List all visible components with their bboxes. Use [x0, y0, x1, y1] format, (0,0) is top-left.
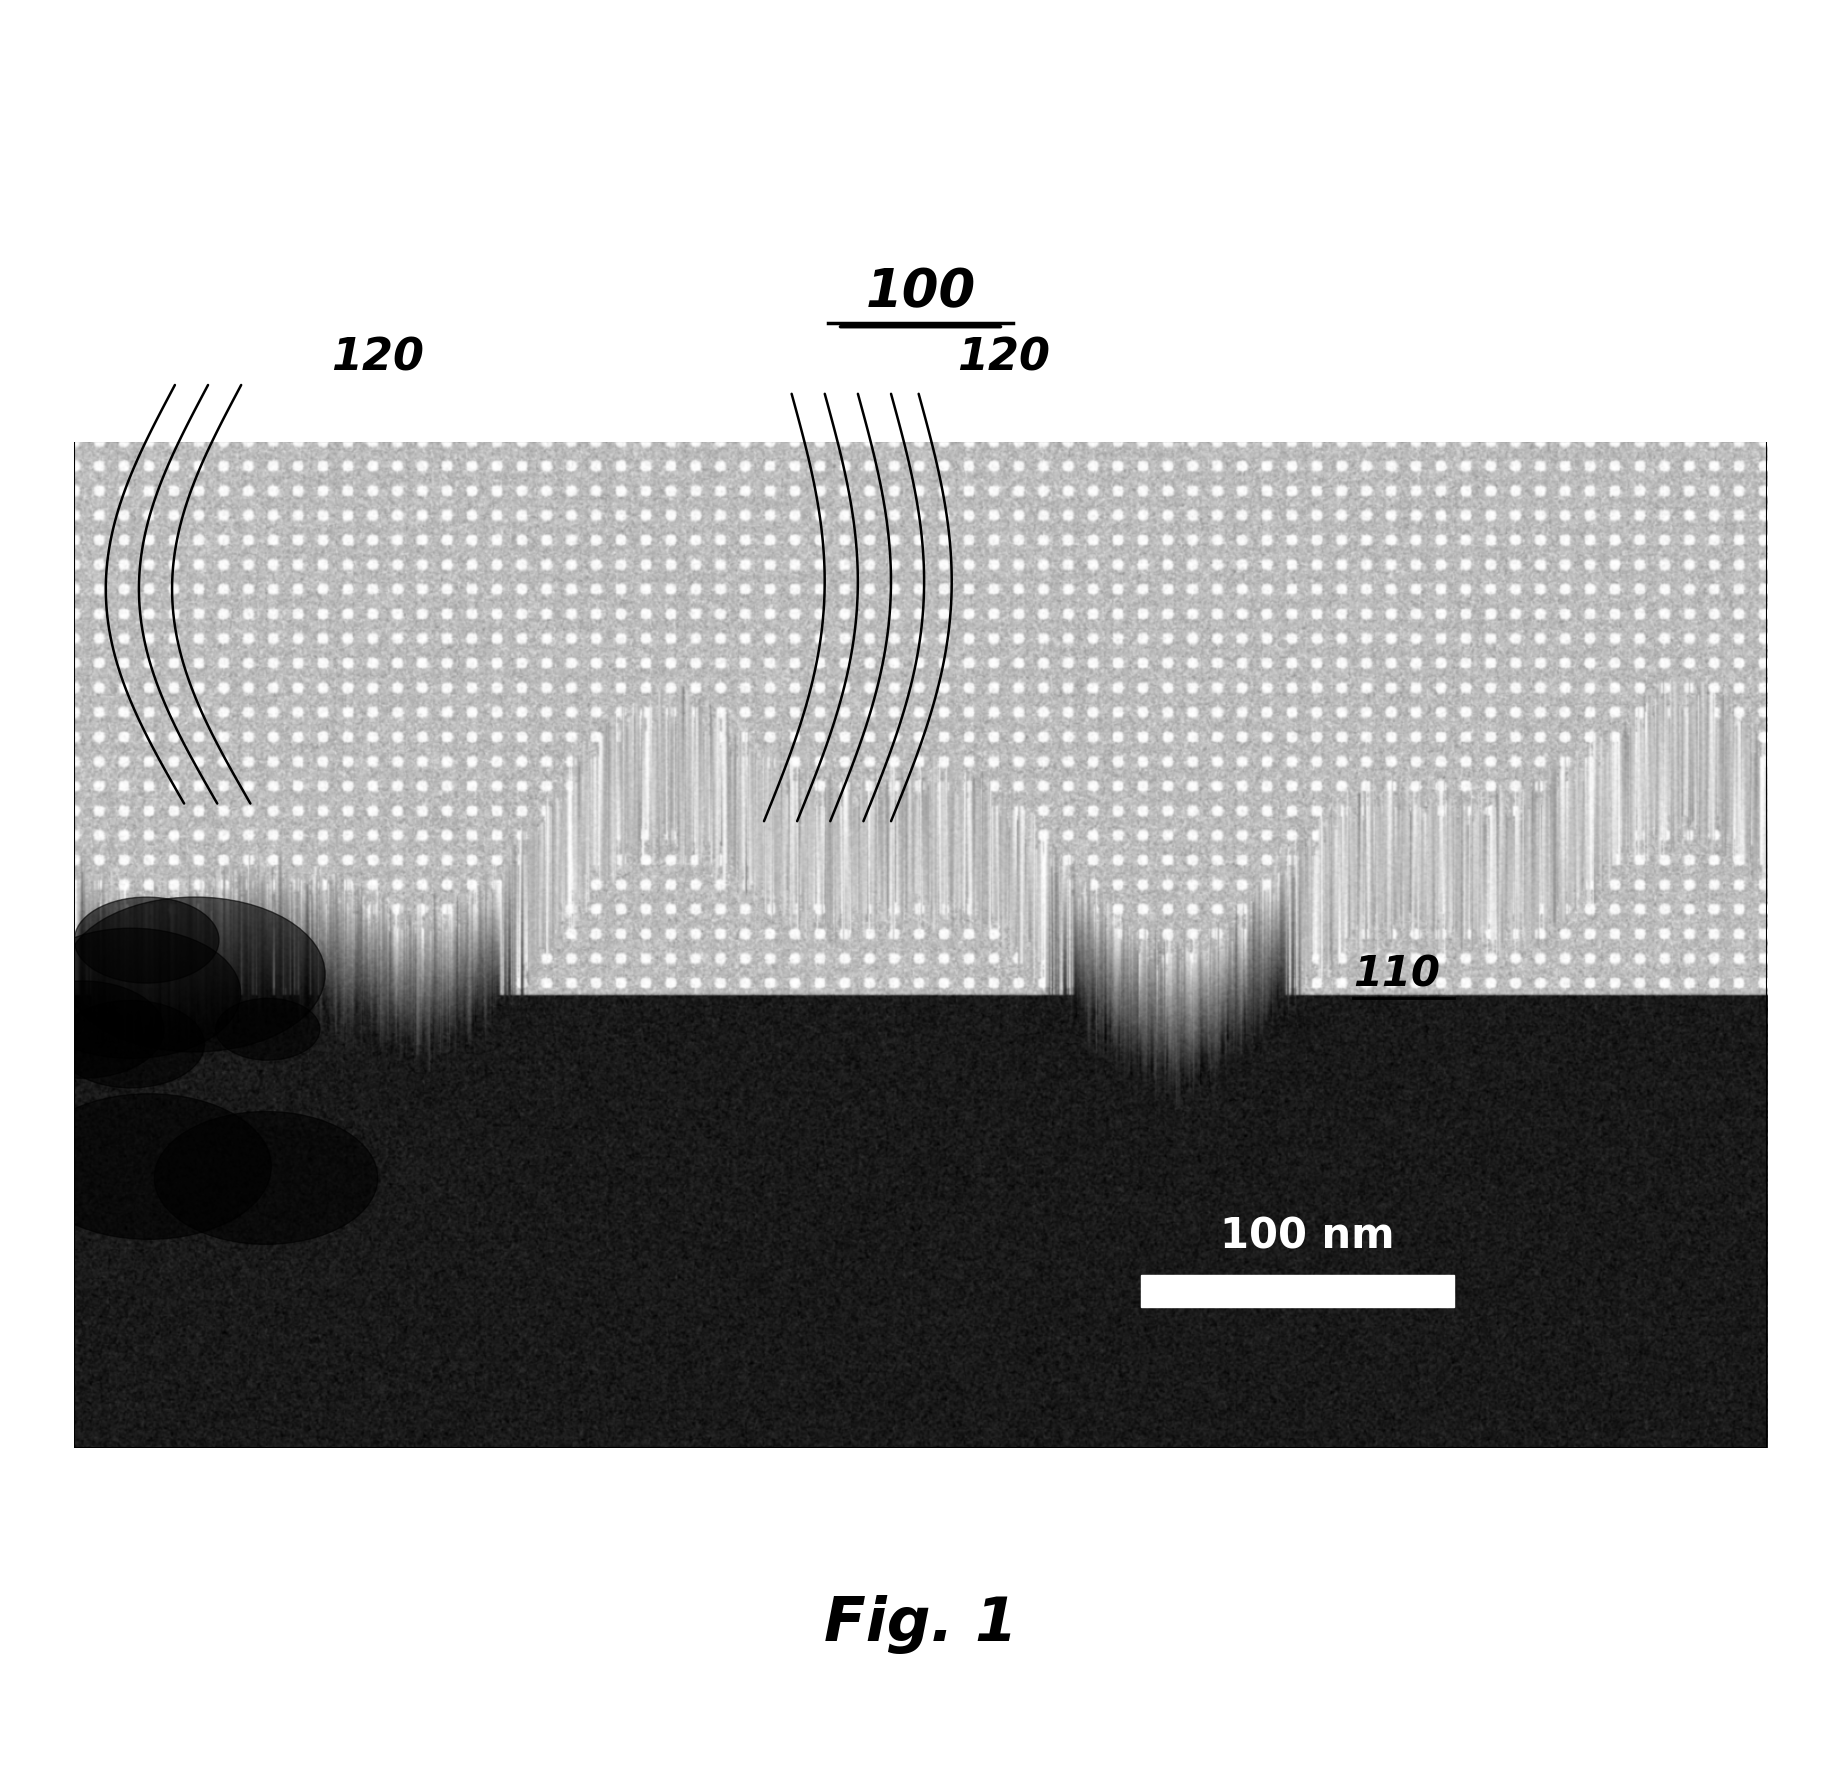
Circle shape: [155, 1111, 377, 1245]
Text: 120: 120: [331, 337, 425, 380]
Circle shape: [215, 998, 320, 1060]
Text: 120: 120: [957, 337, 1051, 380]
Circle shape: [0, 980, 164, 1079]
Circle shape: [26, 1093, 271, 1240]
FancyBboxPatch shape: [1141, 1275, 1454, 1307]
Circle shape: [57, 1000, 204, 1088]
Text: 100: 100: [865, 267, 976, 318]
Circle shape: [74, 897, 219, 984]
Text: Fig. 1: Fig. 1: [823, 1595, 1018, 1655]
Text: 110: 110: [1353, 954, 1440, 996]
Text: 100 nm: 100 nm: [1221, 1215, 1394, 1257]
Circle shape: [64, 897, 326, 1053]
Circle shape: [22, 929, 241, 1058]
